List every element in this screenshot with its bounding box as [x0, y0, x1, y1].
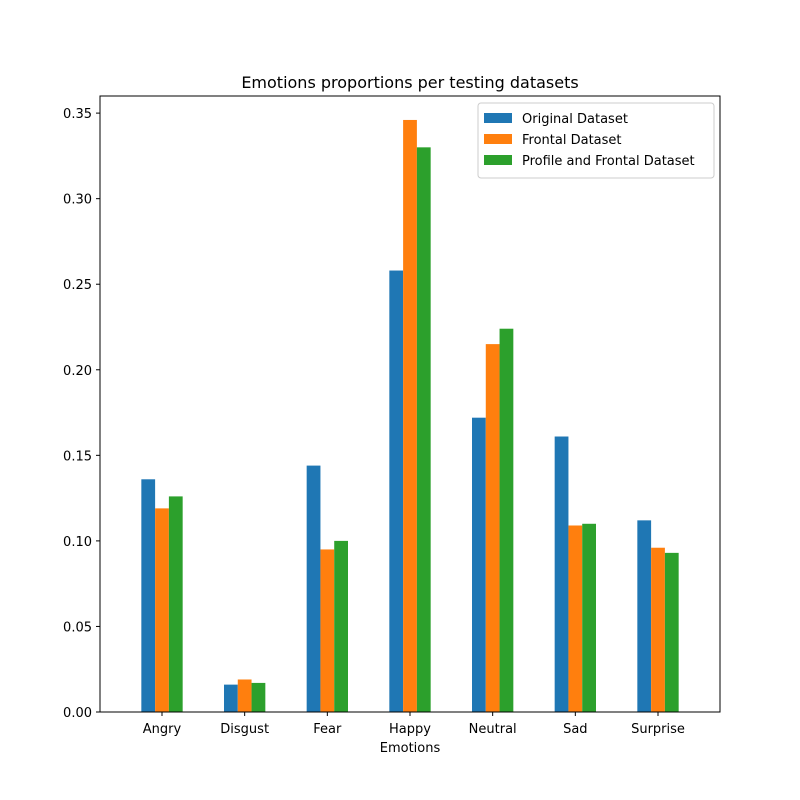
legend-frame — [477, 102, 715, 179]
bar-original-dataset-surprise — [637, 520, 652, 712]
bar-profile-and-frontal-dataset-happy — [416, 147, 431, 713]
bar-frontal-dataset-sad — [568, 525, 583, 712]
bar-profile-and-frontal-dataset-surprise — [664, 552, 679, 712]
x-tick-label-sad: Sad — [563, 722, 587, 737]
y-axis: 0.00 0.05 0.10 0.15 0.20 0.25 0.30 0.35 — [63, 107, 100, 721]
bar-frontal-dataset-happy — [403, 119, 417, 712]
y-tick-label: 0.35 — [63, 107, 92, 122]
y-tick-label: 0.20 — [63, 364, 92, 379]
bars-group — [141, 119, 679, 713]
bar-profile-and-frontal-dataset-disgust — [251, 682, 266, 712]
chart-title: Emotions proportions per testing dataset… — [241, 73, 578, 92]
bar-original-dataset-neutral — [472, 417, 486, 712]
y-tick-label: 0.05 — [63, 620, 92, 635]
legend-entry: Profile and Frontal Dataset — [522, 154, 695, 169]
bar-profile-and-frontal-dataset-angry — [168, 496, 183, 712]
legend-swatch — [484, 155, 512, 165]
x-tick-label-surprise: Surprise — [631, 722, 685, 737]
x-axis-title: Emotions — [380, 741, 441, 756]
bar-frontal-dataset-neutral — [485, 344, 500, 712]
legend-entry: Frontal Dataset — [522, 133, 622, 148]
bar-frontal-dataset-surprise — [651, 547, 665, 712]
x-tick-label-disgust: Disgust — [220, 722, 269, 737]
y-tick-label: 0.15 — [63, 449, 92, 464]
x-tick-label-angry: Angry — [143, 722, 182, 737]
y-tick-label: 0.10 — [63, 535, 92, 550]
bar-frontal-dataset-disgust — [237, 679, 252, 712]
bar-original-dataset-happy — [389, 270, 404, 712]
bar-original-dataset-disgust — [224, 684, 238, 712]
x-tick-label-happy: Happy — [389, 722, 431, 737]
bar-profile-and-frontal-dataset-neutral — [499, 328, 514, 712]
x-tick-label-neutral: Neutral — [469, 722, 517, 737]
legend: Original Dataset Frontal Dataset Profile a… — [477, 102, 715, 179]
bar-frontal-dataset-angry — [155, 508, 169, 712]
y-tick-label: 0.25 — [63, 278, 92, 293]
bar-original-dataset-fear — [306, 465, 321, 712]
x-axis: Angry Disgust Fear Happy Neutral Sad Surprise — [143, 712, 685, 737]
x-tick-label-fear: Fear — [313, 722, 342, 737]
bar-frontal-dataset-fear — [320, 549, 335, 712]
legend-entry: Original Dataset — [522, 112, 628, 127]
y-tick-label: 0.00 — [63, 706, 92, 721]
bar-original-dataset-angry — [141, 479, 156, 712]
legend-swatch — [484, 113, 512, 123]
bar-profile-and-frontal-dataset-sad — [582, 523, 596, 712]
bar-profile-and-frontal-dataset-fear — [334, 540, 348, 712]
y-tick-label: 0.30 — [63, 193, 92, 208]
legend-swatch — [484, 134, 512, 144]
bar-original-dataset-sad — [554, 436, 569, 712]
